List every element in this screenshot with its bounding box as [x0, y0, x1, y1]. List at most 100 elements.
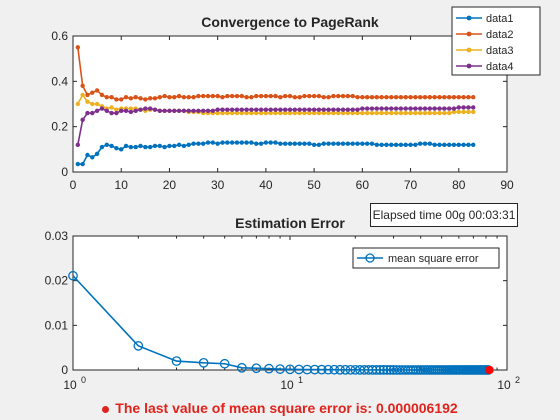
data-point-data4 [403, 106, 408, 111]
legend-box-error [352, 247, 500, 269]
data-point-data4 [128, 109, 134, 115]
data-point-data4 [94, 108, 100, 114]
data-point-data4 [471, 105, 476, 110]
data-point-data4 [355, 107, 360, 112]
data-point-data3 [302, 110, 307, 116]
data-point-data4 [152, 107, 158, 112]
data-point-data2 [389, 95, 394, 100]
data-point-data4 [258, 107, 264, 112]
data-point-mse [371, 365, 382, 375]
data-point-data3 [461, 109, 466, 115]
data-point-data1 [413, 142, 418, 147]
data-point-mse [275, 364, 285, 374]
data-point-data3 [418, 110, 423, 116]
data-point-data3 [273, 110, 278, 116]
data-point-data3 [244, 110, 249, 116]
data-point-data1 [249, 140, 254, 145]
legend-label-data1: data1 [486, 13, 514, 25]
data-point-data4 [186, 108, 191, 114]
data-point-data1 [263, 140, 269, 145]
data-point-data4 [413, 106, 418, 111]
data-point-data2 [360, 95, 365, 100]
data-point-data4 [220, 107, 225, 112]
data-point-data1 [427, 141, 433, 146]
data-point-data1 [345, 141, 351, 146]
data-point-data2 [225, 93, 230, 99]
data-point-data4 [205, 108, 211, 114]
y-tick-label: 0 [61, 363, 68, 377]
elapsed-time-box: Elapsed time 00g 00:03:31 [370, 203, 518, 227]
data-point-data3 [413, 110, 418, 116]
data-point-data2 [201, 93, 206, 99]
data-point-data2 [210, 93, 216, 99]
data-point-mse [410, 365, 421, 375]
data-point-data1 [326, 141, 331, 146]
data-point-data3 [307, 110, 312, 116]
data-point-data2 [374, 95, 379, 100]
y-tick-label: 0.2 [51, 120, 68, 134]
data-point-data2 [143, 97, 148, 102]
data-point-data4 [307, 107, 312, 112]
data-point-data4 [369, 106, 375, 111]
data-point-data1 [234, 140, 240, 145]
data-point-data1 [191, 141, 196, 146]
data-point-data3 [234, 110, 240, 116]
data-point-data4 [215, 107, 220, 112]
y-tick-label: 0 [61, 165, 68, 179]
data-point-data1 [403, 142, 408, 147]
data-point-data1 [128, 144, 134, 150]
data-point-data4 [133, 108, 138, 114]
data-point-data4 [99, 106, 105, 111]
data-point-data1 [311, 142, 317, 147]
data-point-data1 [254, 141, 259, 146]
data-point-data1 [336, 141, 341, 146]
x-tick-label: 60 [356, 178, 370, 192]
data-point-data2 [80, 83, 85, 89]
data-point-data1 [138, 143, 143, 149]
data-point-data2 [162, 93, 167, 99]
data-point-data4 [393, 106, 399, 111]
data-point-data4 [104, 108, 109, 114]
data-point-data3 [422, 110, 428, 116]
data-point-data4 [196, 108, 201, 114]
data-point-data3 [75, 101, 81, 107]
data-point-data1 [119, 147, 124, 152]
data-point-data3 [374, 110, 379, 116]
data-point-data2 [292, 95, 298, 100]
data-point-data4 [85, 110, 90, 116]
x-tick-label-base: 10 [280, 378, 294, 392]
data-point-mse [335, 364, 345, 375]
data-point-data1 [201, 141, 206, 146]
data-point-data1 [215, 141, 220, 146]
data-point-data1 [176, 142, 182, 147]
data-point-data2 [403, 95, 408, 100]
x-tick-label-exponent: 0 [81, 375, 86, 385]
data-point-data1 [292, 141, 298, 146]
data-point-data1 [384, 142, 389, 147]
legend-marker-mse [365, 253, 375, 263]
data-point-data1 [220, 140, 225, 145]
chart-title-error: Estimation Error [235, 215, 345, 231]
data-point-data4 [114, 110, 119, 116]
data-point-mse [68, 270, 78, 281]
data-point-mse [405, 365, 416, 375]
data-point-data4 [282, 107, 288, 112]
data-point-data3 [94, 101, 100, 107]
data-point-data1 [225, 140, 230, 145]
y-tick-label: 0.02 [45, 274, 69, 288]
data-point-data2 [109, 95, 114, 100]
data-point-data2 [172, 95, 177, 100]
data-point-data1 [442, 142, 447, 147]
data-point-data1 [278, 141, 283, 146]
data-point-data3 [369, 110, 375, 116]
data-point-data3 [393, 110, 399, 116]
data-point-data4 [451, 106, 457, 111]
data-point-mse [378, 365, 389, 375]
data-point-data1 [85, 152, 90, 158]
data-point-data2 [196, 93, 201, 99]
data-point-data1 [90, 155, 95, 160]
data-point-data1 [94, 151, 100, 157]
data-point-data4 [167, 108, 172, 114]
data-point-data2 [437, 95, 442, 100]
data-point-mse [316, 364, 327, 375]
